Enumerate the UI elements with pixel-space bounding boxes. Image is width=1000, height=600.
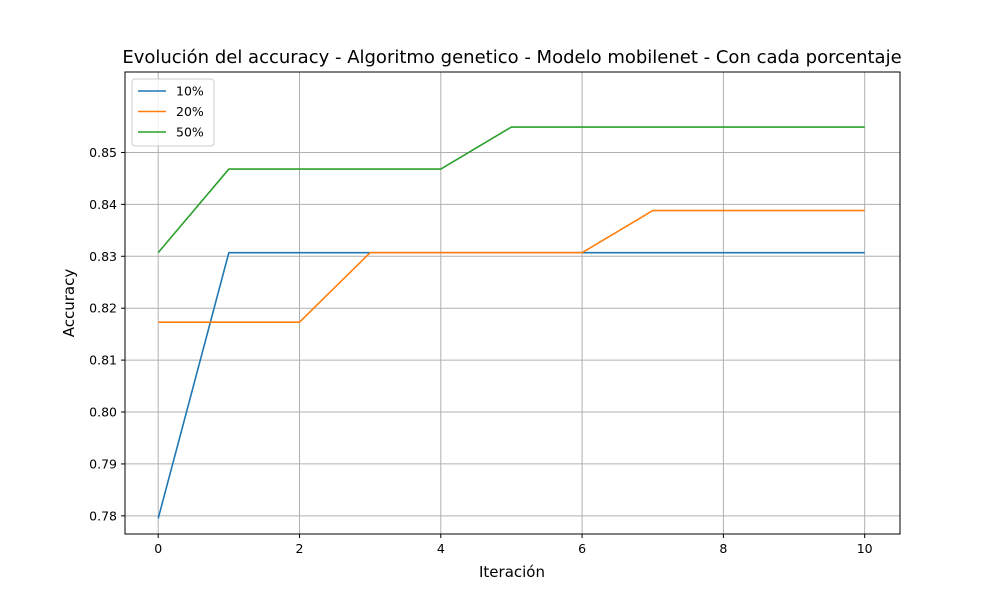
plot-area-frame xyxy=(124,71,901,535)
series-line-20pct xyxy=(158,209,865,324)
y-tick-label: 0.79 xyxy=(89,456,117,471)
y-tick-label: 0.83 xyxy=(89,249,117,264)
x-tick-label: 2 xyxy=(296,541,304,556)
x-axis-label: Iteración xyxy=(479,563,545,581)
legend-label-50pct: 50% xyxy=(176,125,204,140)
series-lines xyxy=(157,126,865,519)
legend-items: 10% 20% 50% xyxy=(138,84,204,140)
legend: 10% 20% 50% xyxy=(131,78,215,147)
x-axis-ticks: 0 2 4 6 8 10 xyxy=(154,534,873,556)
x-tick-label: 8 xyxy=(719,541,727,556)
y-tick-label: 0.82 xyxy=(89,301,117,316)
legend-frame xyxy=(131,78,215,147)
grid xyxy=(125,72,900,534)
y-tick-label: 0.81 xyxy=(89,353,117,368)
x-tick-label: 6 xyxy=(578,541,586,556)
legend-label-10pct: 10% xyxy=(176,84,204,99)
series-line-50pct xyxy=(157,126,865,254)
y-tick-label: 0.84 xyxy=(89,197,117,212)
x-tick-label: 4 xyxy=(437,541,445,556)
x-tick-label: 0 xyxy=(154,541,162,556)
chart-title: Evolución del accuracy - Algoritmo genet… xyxy=(122,47,901,68)
y-tick-label: 0.80 xyxy=(89,405,117,420)
y-axis-label: Accuracy xyxy=(60,269,78,338)
x-tick-label: 10 xyxy=(857,541,873,556)
y-tick-label: 0.78 xyxy=(89,508,117,523)
y-axis-ticks: 0.78 0.79 0.80 0.81 0.82 0.83 0.84 0.85 xyxy=(89,145,125,523)
y-tick-label: 0.85 xyxy=(89,145,117,160)
legend-label-20pct: 20% xyxy=(176,104,204,119)
series-line-10pct xyxy=(157,251,865,519)
